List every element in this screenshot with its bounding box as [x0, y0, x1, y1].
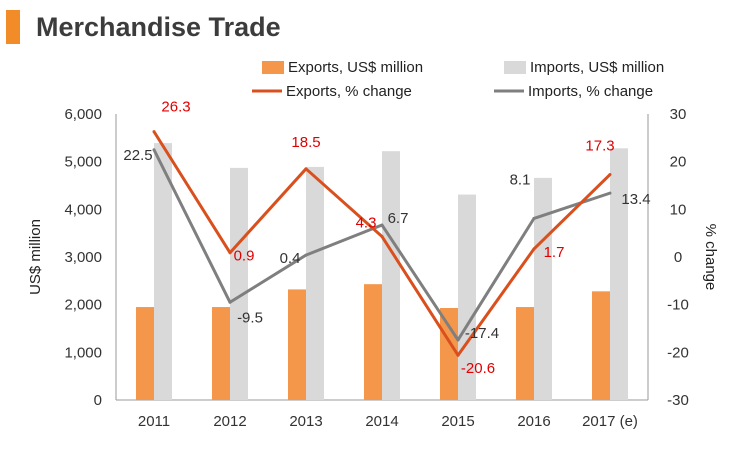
imports-bar [306, 166, 324, 400]
exports-change-point [152, 130, 156, 134]
legend-label: Exports, % change [286, 83, 412, 100]
exports-change-label: 18.5 [291, 134, 320, 151]
legend-label: Imports, US$ million [530, 59, 664, 76]
x-tick-label: 2016 [517, 413, 550, 430]
imports-change-label: 8.1 [510, 171, 531, 188]
imports-change-point [304, 253, 308, 257]
imports-change-label: 22.5 [123, 147, 152, 164]
exports-bar [212, 307, 230, 400]
imports-bar [154, 143, 172, 400]
imports-change-point [532, 216, 536, 220]
y-tick-label: 2,000 [64, 297, 102, 314]
y2-tick-label: 30 [670, 106, 687, 123]
exports-bar [516, 307, 534, 400]
y2-tick-label: 20 [670, 154, 687, 171]
y-axis-title: US$ million [27, 219, 44, 295]
imports-change-point [152, 148, 156, 152]
imports-change-point [228, 300, 232, 304]
y2-tick-label: -30 [667, 392, 689, 409]
exports-bar [440, 308, 458, 400]
y2-tick-label: -10 [667, 297, 689, 314]
y-tick-label: 6,000 [64, 106, 102, 123]
y-tick-label: 5,000 [64, 154, 102, 171]
exports-change-label: 0.9 [234, 248, 255, 265]
exports-bar [592, 291, 610, 400]
exports-bar [136, 307, 154, 400]
x-tick-label: 2013 [289, 413, 322, 430]
y-tick-label: 4,000 [64, 201, 102, 218]
title-accent-bar [6, 10, 20, 44]
exports-change-label: 17.3 [585, 138, 614, 155]
chart-title: Merchandise Trade [36, 12, 281, 42]
x-tick-label: 2011 [138, 413, 170, 430]
imports-bar [610, 148, 628, 400]
y-tick-label: 1,000 [64, 344, 102, 361]
x-tick-label: 2017 (e) [582, 413, 638, 430]
exports-change-point [456, 353, 460, 357]
legend-swatch [262, 61, 284, 74]
exports-change-point [304, 167, 308, 171]
imports-change-label: -9.5 [237, 309, 263, 326]
y2-tick-label: -20 [667, 344, 689, 361]
imports-change-label: 13.4 [621, 191, 650, 208]
y-tick-label: 0 [94, 392, 102, 409]
imports-change-point [608, 191, 612, 195]
imports-change-label: -17.4 [465, 325, 499, 342]
exports-change-point [228, 251, 232, 255]
y-tick-label: 3,000 [64, 249, 102, 266]
exports-bar [288, 289, 306, 400]
x-tick-label: 2012 [213, 413, 246, 430]
imports-bar [382, 151, 400, 400]
exports-change-point [532, 247, 536, 251]
y2-tick-label: 10 [670, 201, 687, 218]
legend-swatch [504, 61, 526, 74]
exports-change-label: 26.3 [161, 99, 190, 116]
imports-change-label: 0.4 [280, 250, 301, 267]
exports-change-label: 1.7 [544, 244, 565, 261]
imports-change-point [380, 223, 384, 227]
exports-bar [364, 284, 382, 400]
exports-change-point [380, 235, 384, 239]
y2-tick-label: 0 [674, 249, 682, 266]
x-tick-label: 2015 [441, 413, 474, 430]
exports-change-label: 4.3 [356, 215, 377, 232]
imports-change-label: 6.7 [388, 210, 409, 227]
imports-bar [534, 177, 552, 400]
imports-bar [230, 167, 248, 400]
exports-change-label: -20.6 [461, 360, 495, 377]
imports-change-point [456, 338, 460, 342]
legend-label: Imports, % change [528, 83, 653, 100]
legend-label: Exports, US$ million [288, 59, 423, 76]
exports-change-point [608, 173, 612, 177]
x-tick-label: 2014 [365, 413, 398, 430]
y2-axis-title: % change [702, 224, 719, 291]
